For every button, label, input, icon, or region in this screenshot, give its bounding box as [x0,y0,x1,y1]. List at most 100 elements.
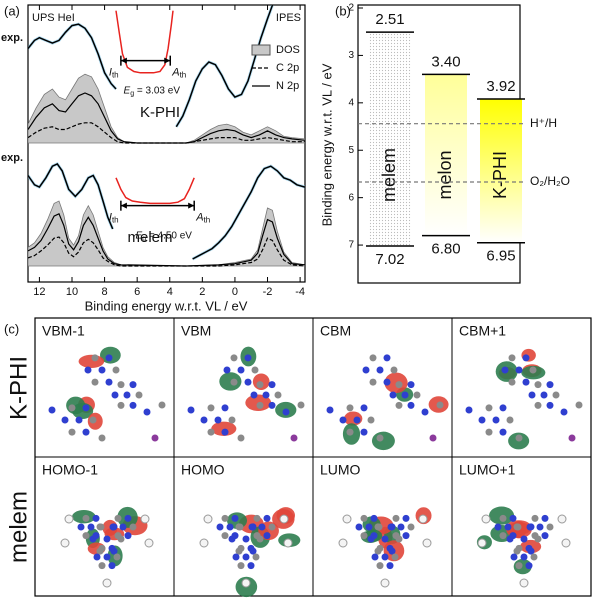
atom [508,378,516,386]
atom [509,514,517,522]
y-tick-label: 2 [348,3,354,14]
atom [386,544,394,552]
atom [360,532,368,540]
legend-swatch [251,44,271,56]
arrow-head [120,202,127,209]
atom [342,514,352,524]
atom [237,434,245,442]
atom [187,406,195,414]
atom [510,553,518,561]
orbital-label: HOMO [181,462,225,478]
atom [221,514,229,522]
atom [383,354,391,362]
gap-value: = 4.50 eV [146,230,192,241]
atom [256,401,264,409]
atom [111,391,119,399]
symbol: I [109,212,112,224]
atom [531,514,539,522]
atom [540,391,548,399]
atom [82,514,90,522]
atom [263,532,271,540]
panel-label: (c) [4,321,19,336]
atom [481,514,491,524]
atom [401,391,409,399]
atom [407,381,415,389]
x-tick-label: 2 [199,286,205,298]
x-tick-label: 10 [66,286,78,298]
atom [60,538,70,548]
symbol: A [195,212,203,224]
atom [129,401,137,409]
y-axis-label: Binding energy w.r.t. VL / eV [319,63,334,226]
atom [98,434,106,442]
reference-label: O₂/H₂O [530,174,570,188]
atom [386,562,394,570]
atom [353,416,361,424]
atom [105,378,113,386]
ipes-fit [175,5,274,128]
atom [541,532,549,540]
spectrum-label: K-PHI [140,104,180,121]
x-tick-label: 8 [102,286,108,298]
atom [140,514,150,524]
category-label: melon [435,150,455,199]
spectrum-label: melem [127,229,172,246]
onset-line [115,10,174,74]
atom [525,562,533,570]
atom [402,514,410,522]
atom [98,366,106,374]
atom [92,514,100,522]
atom [346,428,354,436]
atom [221,532,229,540]
legend-label: C 2p [276,62,299,74]
exp-label: exp. [1,152,23,164]
atom [297,401,305,409]
atom [93,553,101,561]
threshold-label: Ath [195,212,210,225]
atom [108,544,116,552]
atom [230,354,238,362]
atom [485,404,493,412]
orbital-label: LUMO+1 [459,462,516,478]
technique-label: IPES [276,12,301,24]
x-axis-label: Binding energy w.r.t. VL / eV [85,298,248,313]
atom [89,416,97,424]
atom [389,391,397,399]
atom [534,381,542,389]
atom [237,562,245,570]
atom [207,428,215,436]
atom [413,391,421,399]
atom [326,406,334,414]
atom [465,406,473,414]
atom [228,416,236,424]
atom [117,381,125,389]
threshold-label: Ith [109,67,119,80]
orbital-label: HOMO-1 [42,462,98,478]
atom [119,523,127,531]
atom [200,416,208,424]
atom [236,523,244,531]
orbital-lobe [66,396,86,415]
atom [504,523,512,531]
band-gap-bar [480,99,522,243]
atom [91,354,99,362]
atom [376,434,384,442]
symbol: E [124,85,131,96]
x-tick-label: -2 [263,286,273,298]
atom [525,544,533,552]
atom [395,381,403,389]
atom [216,523,224,531]
atom [237,366,245,374]
atom [109,523,117,531]
symbol: A [171,67,179,79]
atom [97,523,105,531]
atom [418,514,428,524]
atom [250,391,258,399]
band-gap-bar [425,74,467,236]
atom [367,416,375,424]
atom [365,523,373,531]
atom [515,434,523,442]
atom [360,404,368,412]
atom [371,553,379,561]
row-label: melem [5,491,32,563]
